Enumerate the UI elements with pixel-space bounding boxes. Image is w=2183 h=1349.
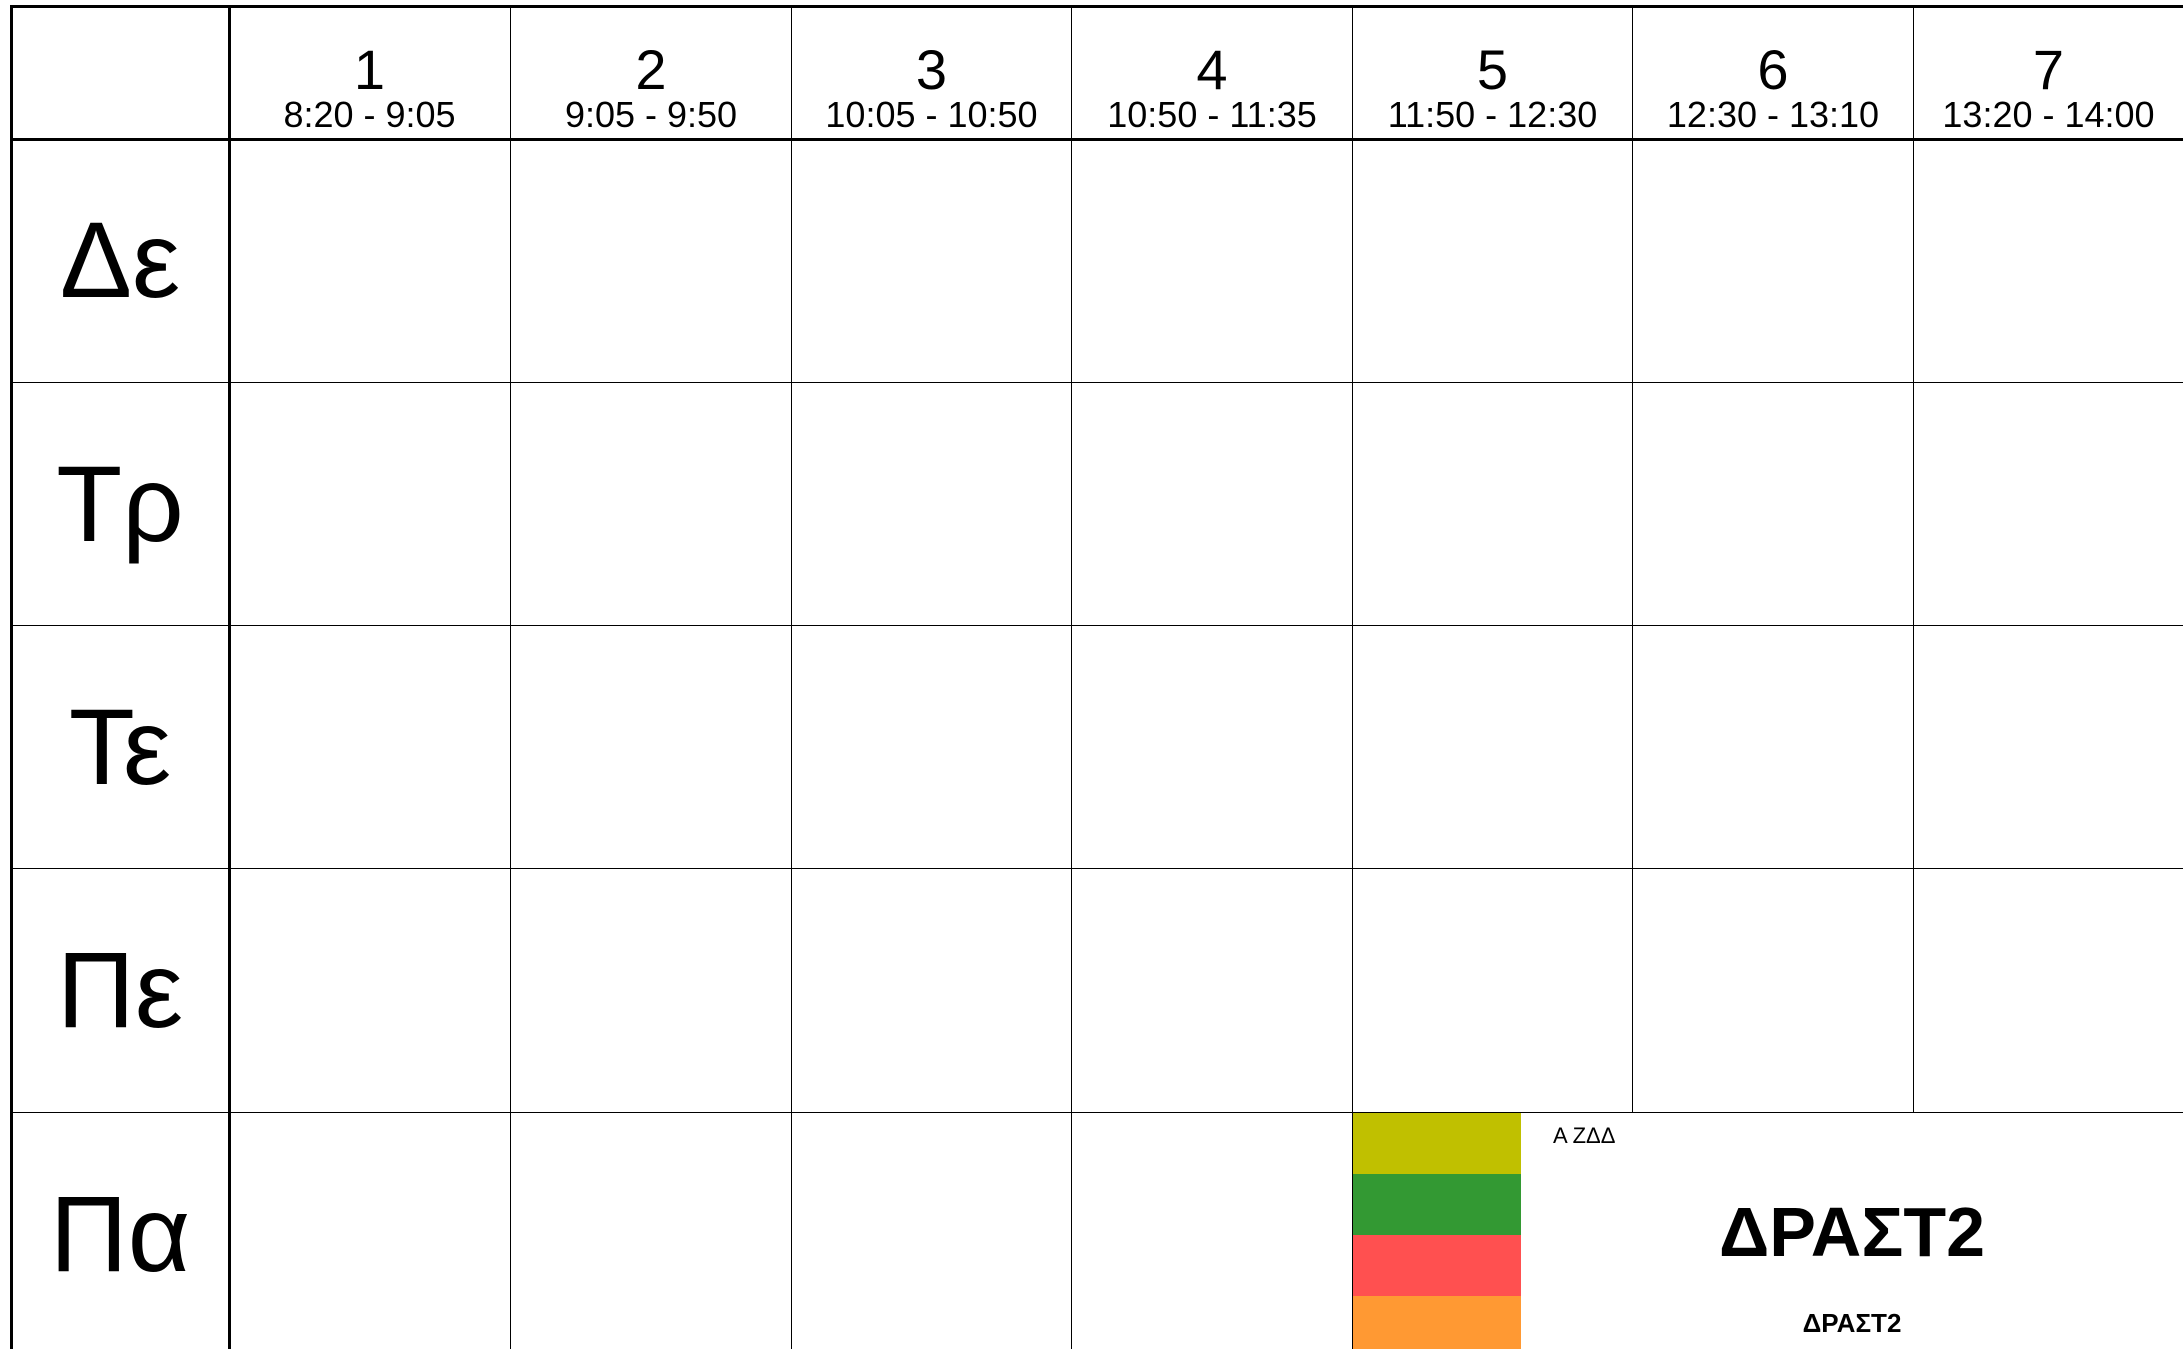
- grid-top-border: [10, 5, 2183, 8]
- class-color-swatch: [1353, 1113, 1521, 1174]
- column-divider: [1352, 5, 1353, 1349]
- lesson-classes: Α ΖΔΔ: [1553, 1123, 1616, 1148]
- grid-left-border: [10, 5, 13, 1349]
- period-number: 1: [353, 38, 386, 101]
- row-divider: [10, 1112, 2183, 1113]
- period-time: 9:05 - 9:50: [564, 94, 738, 135]
- column-divider: [791, 5, 792, 1349]
- day-label-tuesday: Τρ: [56, 443, 184, 564]
- day-label-thursday: Πε: [56, 929, 184, 1050]
- period-number: 2: [635, 38, 667, 101]
- period-header-2: 2 9:05 - 9:50: [511, 38, 791, 135]
- period-header-5: 5 11:50 - 12:30: [1353, 38, 1632, 135]
- period-number: 4: [1196, 38, 1228, 101]
- column-divider: [510, 5, 511, 1349]
- row-divider: [10, 625, 2183, 626]
- period-header-3: 3 10:05 - 10:50: [792, 38, 1071, 135]
- period-number: 5: [1476, 38, 1509, 101]
- period-time: 12:30 - 13:10: [1666, 94, 1880, 135]
- period-header-6: 6 12:30 - 13:10: [1633, 38, 1913, 135]
- row-divider: [10, 868, 2183, 869]
- column-divider: [1071, 5, 1072, 1349]
- lesson-title: ΔΡΑΣΤ2: [1718, 1193, 1986, 1271]
- period-time: 11:50 - 12:30: [1387, 94, 1598, 135]
- period-time: 8:20 - 9:05: [283, 94, 456, 135]
- column-divider: [1632, 5, 1633, 1112]
- row-divider: [10, 382, 2183, 383]
- period-number: 7: [2032, 38, 2065, 101]
- period-header-1: 1 8:20 - 9:05: [229, 38, 510, 135]
- class-color-swatch: [1353, 1296, 1521, 1349]
- period-time: 10:50 - 11:35: [1107, 94, 1317, 135]
- day-label-friday: Πα: [49, 1173, 191, 1294]
- class-color-swatch: [1353, 1174, 1521, 1235]
- period-header-7: 7 13:20 - 14:00: [1914, 38, 2183, 135]
- period-number: 3: [915, 38, 948, 101]
- lesson-subtitle: ΔΡΑΣΤ2: [1802, 1308, 1902, 1338]
- header-bottom-divider: [10, 138, 2183, 141]
- period-number: 6: [1757, 38, 1789, 101]
- day-label-monday: Δε: [59, 199, 181, 320]
- period-time: 10:05 - 10:50: [825, 94, 1038, 135]
- period-header-4: 4 10:50 - 11:35: [1072, 38, 1352, 135]
- column-divider: [1913, 5, 1914, 1112]
- class-color-swatch: [1353, 1235, 1521, 1296]
- day-label-wednesday: Τε: [68, 686, 172, 807]
- period-time: 13:20 - 14:00: [1942, 94, 2155, 135]
- day-column-divider: [228, 5, 231, 1349]
